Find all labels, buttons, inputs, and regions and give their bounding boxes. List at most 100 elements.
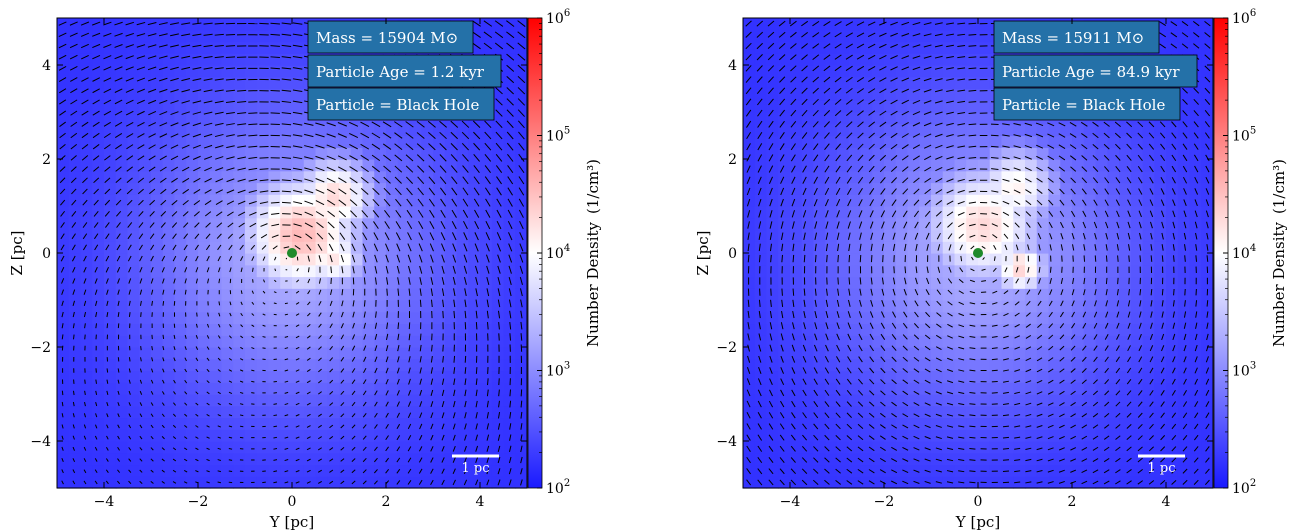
density-cell <box>397 417 411 430</box>
density-cell <box>966 112 979 125</box>
density-cell <box>1048 323 1061 336</box>
density-cell <box>268 358 281 372</box>
velocity-arrow <box>405 143 414 151</box>
density-cell <box>209 417 223 430</box>
density-cell <box>837 429 850 442</box>
density-cell <box>790 441 803 454</box>
density-cell <box>245 217 258 231</box>
velocity-arrow <box>497 288 501 297</box>
velocity-arrow <box>206 436 210 439</box>
y-tick-label: −4 <box>30 434 51 450</box>
velocity-arrow <box>195 470 199 473</box>
velocity-arrow <box>160 222 166 228</box>
velocity-arrow <box>315 178 325 183</box>
density-cell <box>327 288 340 301</box>
velocity-arrow <box>517 120 525 129</box>
density-cell <box>743 170 756 184</box>
density-cell <box>127 65 140 78</box>
velocity-arrow <box>125 77 134 82</box>
velocity-arrow <box>105 266 109 273</box>
density-cell <box>491 405 505 419</box>
density-cell <box>362 147 375 160</box>
velocity-arrow <box>519 220 524 230</box>
velocity-arrow <box>159 77 168 82</box>
velocity-arrow <box>418 243 423 252</box>
density-cell <box>966 53 979 66</box>
density-cell <box>743 29 756 43</box>
density-cell <box>966 123 979 137</box>
velocity-arrow <box>162 368 165 373</box>
density-cell <box>409 311 422 325</box>
density-cell <box>1130 417 1144 430</box>
density-cell <box>1095 241 1108 254</box>
density-cell <box>186 417 199 430</box>
velocity-arrow <box>229 267 232 273</box>
velocity-arrow <box>463 232 468 241</box>
density-cell <box>233 417 246 430</box>
velocity-arrow <box>84 379 86 384</box>
velocity-arrow <box>194 222 200 228</box>
density-cell <box>766 370 779 383</box>
velocity-arrow <box>137 155 145 161</box>
density-cell <box>766 300 779 313</box>
density-cell <box>327 311 340 325</box>
density-cell <box>162 65 176 78</box>
density-cell <box>209 65 223 78</box>
density-cell <box>362 229 375 242</box>
density-cell <box>1072 452 1085 466</box>
density-cell <box>837 382 850 395</box>
velocity-arrow <box>161 244 166 251</box>
velocity-arrow <box>407 423 412 430</box>
density-cell <box>115 18 129 31</box>
density-cell <box>115 429 129 442</box>
velocity-arrow <box>442 299 445 308</box>
velocity-arrow <box>508 468 512 475</box>
density-cell <box>350 452 364 466</box>
density-cell <box>104 417 117 430</box>
velocity-arrow <box>239 244 244 251</box>
density-cell <box>433 347 446 360</box>
density-cell <box>162 170 176 184</box>
velocity-arrow <box>195 402 199 406</box>
density-cell <box>1177 206 1191 219</box>
density-cell <box>162 382 176 395</box>
density-cell <box>1001 452 1014 466</box>
density-cell <box>1142 311 1155 325</box>
density-cell <box>268 323 281 336</box>
density-cell <box>92 159 105 172</box>
density-cell <box>198 429 211 442</box>
density-cell <box>151 53 164 66</box>
density-cell <box>966 288 979 301</box>
velocity-arrow <box>184 379 188 384</box>
velocity-arrow <box>520 400 523 408</box>
density-cell <box>374 347 387 360</box>
density-cell <box>1036 311 1050 325</box>
density-cell <box>421 370 434 383</box>
velocity-arrow <box>473 187 480 196</box>
density-cell <box>268 194 281 207</box>
density-cell <box>801 253 815 266</box>
density-cell <box>743 452 756 466</box>
velocity-arrow <box>372 198 380 207</box>
density-cell <box>68 335 82 348</box>
density-cell <box>778 335 791 348</box>
density-cell <box>139 429 152 442</box>
velocity-arrow <box>375 311 377 318</box>
velocity-arrow <box>136 33 146 37</box>
velocity-arrow <box>150 447 154 451</box>
density-cell <box>92 135 105 148</box>
density-cell <box>1154 405 1167 419</box>
velocity-arrow <box>396 390 400 396</box>
density-cell <box>92 405 105 419</box>
density-cell <box>303 135 317 148</box>
density-cell <box>1025 405 1038 419</box>
density-cell <box>327 441 340 454</box>
density-cell <box>198 253 211 266</box>
velocity-arrow <box>349 177 358 184</box>
density-cell <box>1177 441 1191 454</box>
velocity-arrow <box>248 167 258 171</box>
density-cell <box>989 123 1003 137</box>
density-cell <box>68 417 82 430</box>
density-cell <box>151 382 164 395</box>
